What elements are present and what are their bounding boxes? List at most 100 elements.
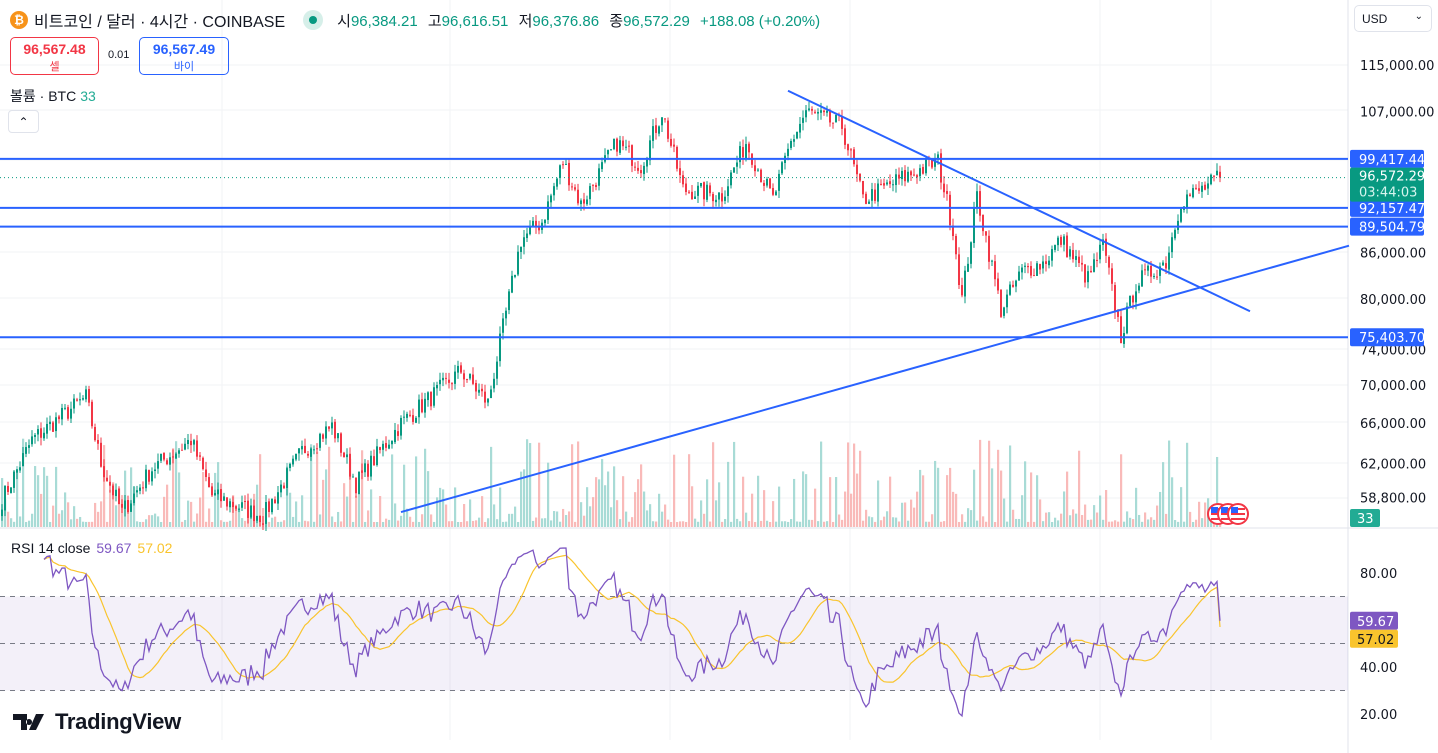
candle-body <box>1078 256 1080 264</box>
candle-body <box>925 159 927 174</box>
volume-bar <box>1084 504 1087 527</box>
chevron-up-icon: ⌃ <box>18 114 29 129</box>
volume-bar <box>556 511 559 527</box>
candle-body <box>814 111 816 113</box>
volume-bar <box>616 500 619 527</box>
tradingview-logo[interactable]: TradingView <box>13 709 181 735</box>
volume-bar <box>427 471 430 527</box>
volume-bar <box>1183 521 1186 527</box>
candle-body <box>130 503 132 512</box>
volume-bar <box>181 521 184 527</box>
volume-bar <box>430 514 433 527</box>
volume-bar <box>511 513 514 527</box>
candle-body <box>28 445 30 448</box>
candle-body <box>4 485 6 511</box>
candle-body <box>373 456 375 466</box>
volume-bar <box>160 521 163 527</box>
volume-bar <box>373 521 376 527</box>
candle-body <box>169 457 171 465</box>
us-flag-event-icon[interactable] <box>1227 503 1249 525</box>
spread: 0.01 <box>108 49 130 61</box>
volume-bar <box>223 521 226 527</box>
volume-bar <box>40 493 43 527</box>
candle-body <box>760 169 762 183</box>
symbol-title[interactable]: 비트코인 / 달러 · 4시간 · COINBASE <box>34 14 286 31</box>
candle-body <box>187 439 189 445</box>
trend-line-ascending <box>400 244 1350 514</box>
volume-bar <box>781 521 784 527</box>
candle-body <box>355 477 357 494</box>
volume-bar <box>592 497 595 527</box>
candle-body <box>85 389 87 400</box>
candle-body <box>853 149 855 165</box>
candle-body <box>676 146 678 169</box>
buy-button[interactable]: 96,567.49 바이 <box>139 37 229 75</box>
currency-select[interactable]: USD ⌄ <box>1354 5 1432 32</box>
candle-body <box>724 196 726 201</box>
candle-body <box>964 270 966 297</box>
candle-body <box>1138 285 1140 291</box>
candle-body <box>298 448 300 454</box>
volume-bar <box>937 467 940 527</box>
collapse-legend-button[interactable]: ⌃ <box>8 110 39 133</box>
volume-bar <box>1180 487 1183 527</box>
candle-body <box>424 398 426 413</box>
volume-bar <box>280 521 283 527</box>
candle-body <box>970 242 972 264</box>
volume-bar <box>448 521 451 527</box>
candle-body <box>868 201 870 204</box>
candle-body <box>112 485 114 496</box>
candle-body <box>340 433 342 453</box>
volume-bar <box>235 508 238 527</box>
candle-body <box>886 182 888 185</box>
volume-bar <box>1057 520 1060 527</box>
candle-body <box>238 508 240 510</box>
candle-body <box>469 373 471 379</box>
candle-body <box>157 461 159 469</box>
candle-body <box>634 166 636 168</box>
candle-body <box>82 398 84 400</box>
volume-bar <box>832 521 835 527</box>
candle-body <box>580 200 582 205</box>
volume-bar <box>742 476 745 527</box>
candle-body <box>436 385 438 389</box>
volume-bar <box>697 521 700 527</box>
volume-bar <box>559 521 562 527</box>
volume-bar <box>127 500 130 527</box>
volume-bar <box>628 521 631 527</box>
rsi-legend: RSI 14 close 59.67 57.02 <box>11 540 173 556</box>
candle-body <box>1186 194 1188 208</box>
flag-stripe <box>1231 513 1245 515</box>
candle-body <box>922 167 924 174</box>
volume-bar <box>1117 521 1120 527</box>
volume-bar <box>91 521 94 527</box>
volume-bar <box>199 497 202 527</box>
volume-bar <box>211 521 214 527</box>
volume-bar <box>775 521 778 527</box>
candle-body <box>178 450 180 454</box>
candle-body <box>100 442 102 467</box>
volume-bar <box>748 521 751 527</box>
candle-body <box>871 189 873 201</box>
candle-body <box>64 407 66 409</box>
candle-body <box>400 417 402 436</box>
candle-body <box>106 477 108 482</box>
candle-body <box>397 431 399 436</box>
volume-bar <box>946 475 949 527</box>
candle-body <box>1018 271 1020 281</box>
candle-body <box>571 186 573 188</box>
volume-bar <box>1168 440 1171 527</box>
candle-body <box>832 122 834 124</box>
volume-bar <box>1159 491 1162 527</box>
volume-bar <box>1150 517 1153 527</box>
volume-bar <box>1090 519 1093 527</box>
volume-bar <box>583 515 586 527</box>
sell-button[interactable]: 96,567.48 셀 <box>10 37 99 75</box>
volume-bar <box>316 451 319 527</box>
candle-body <box>478 389 480 393</box>
volume-bar <box>310 444 313 527</box>
candle-body <box>898 174 900 179</box>
volume-bar <box>631 517 634 527</box>
candle-body <box>844 128 846 145</box>
